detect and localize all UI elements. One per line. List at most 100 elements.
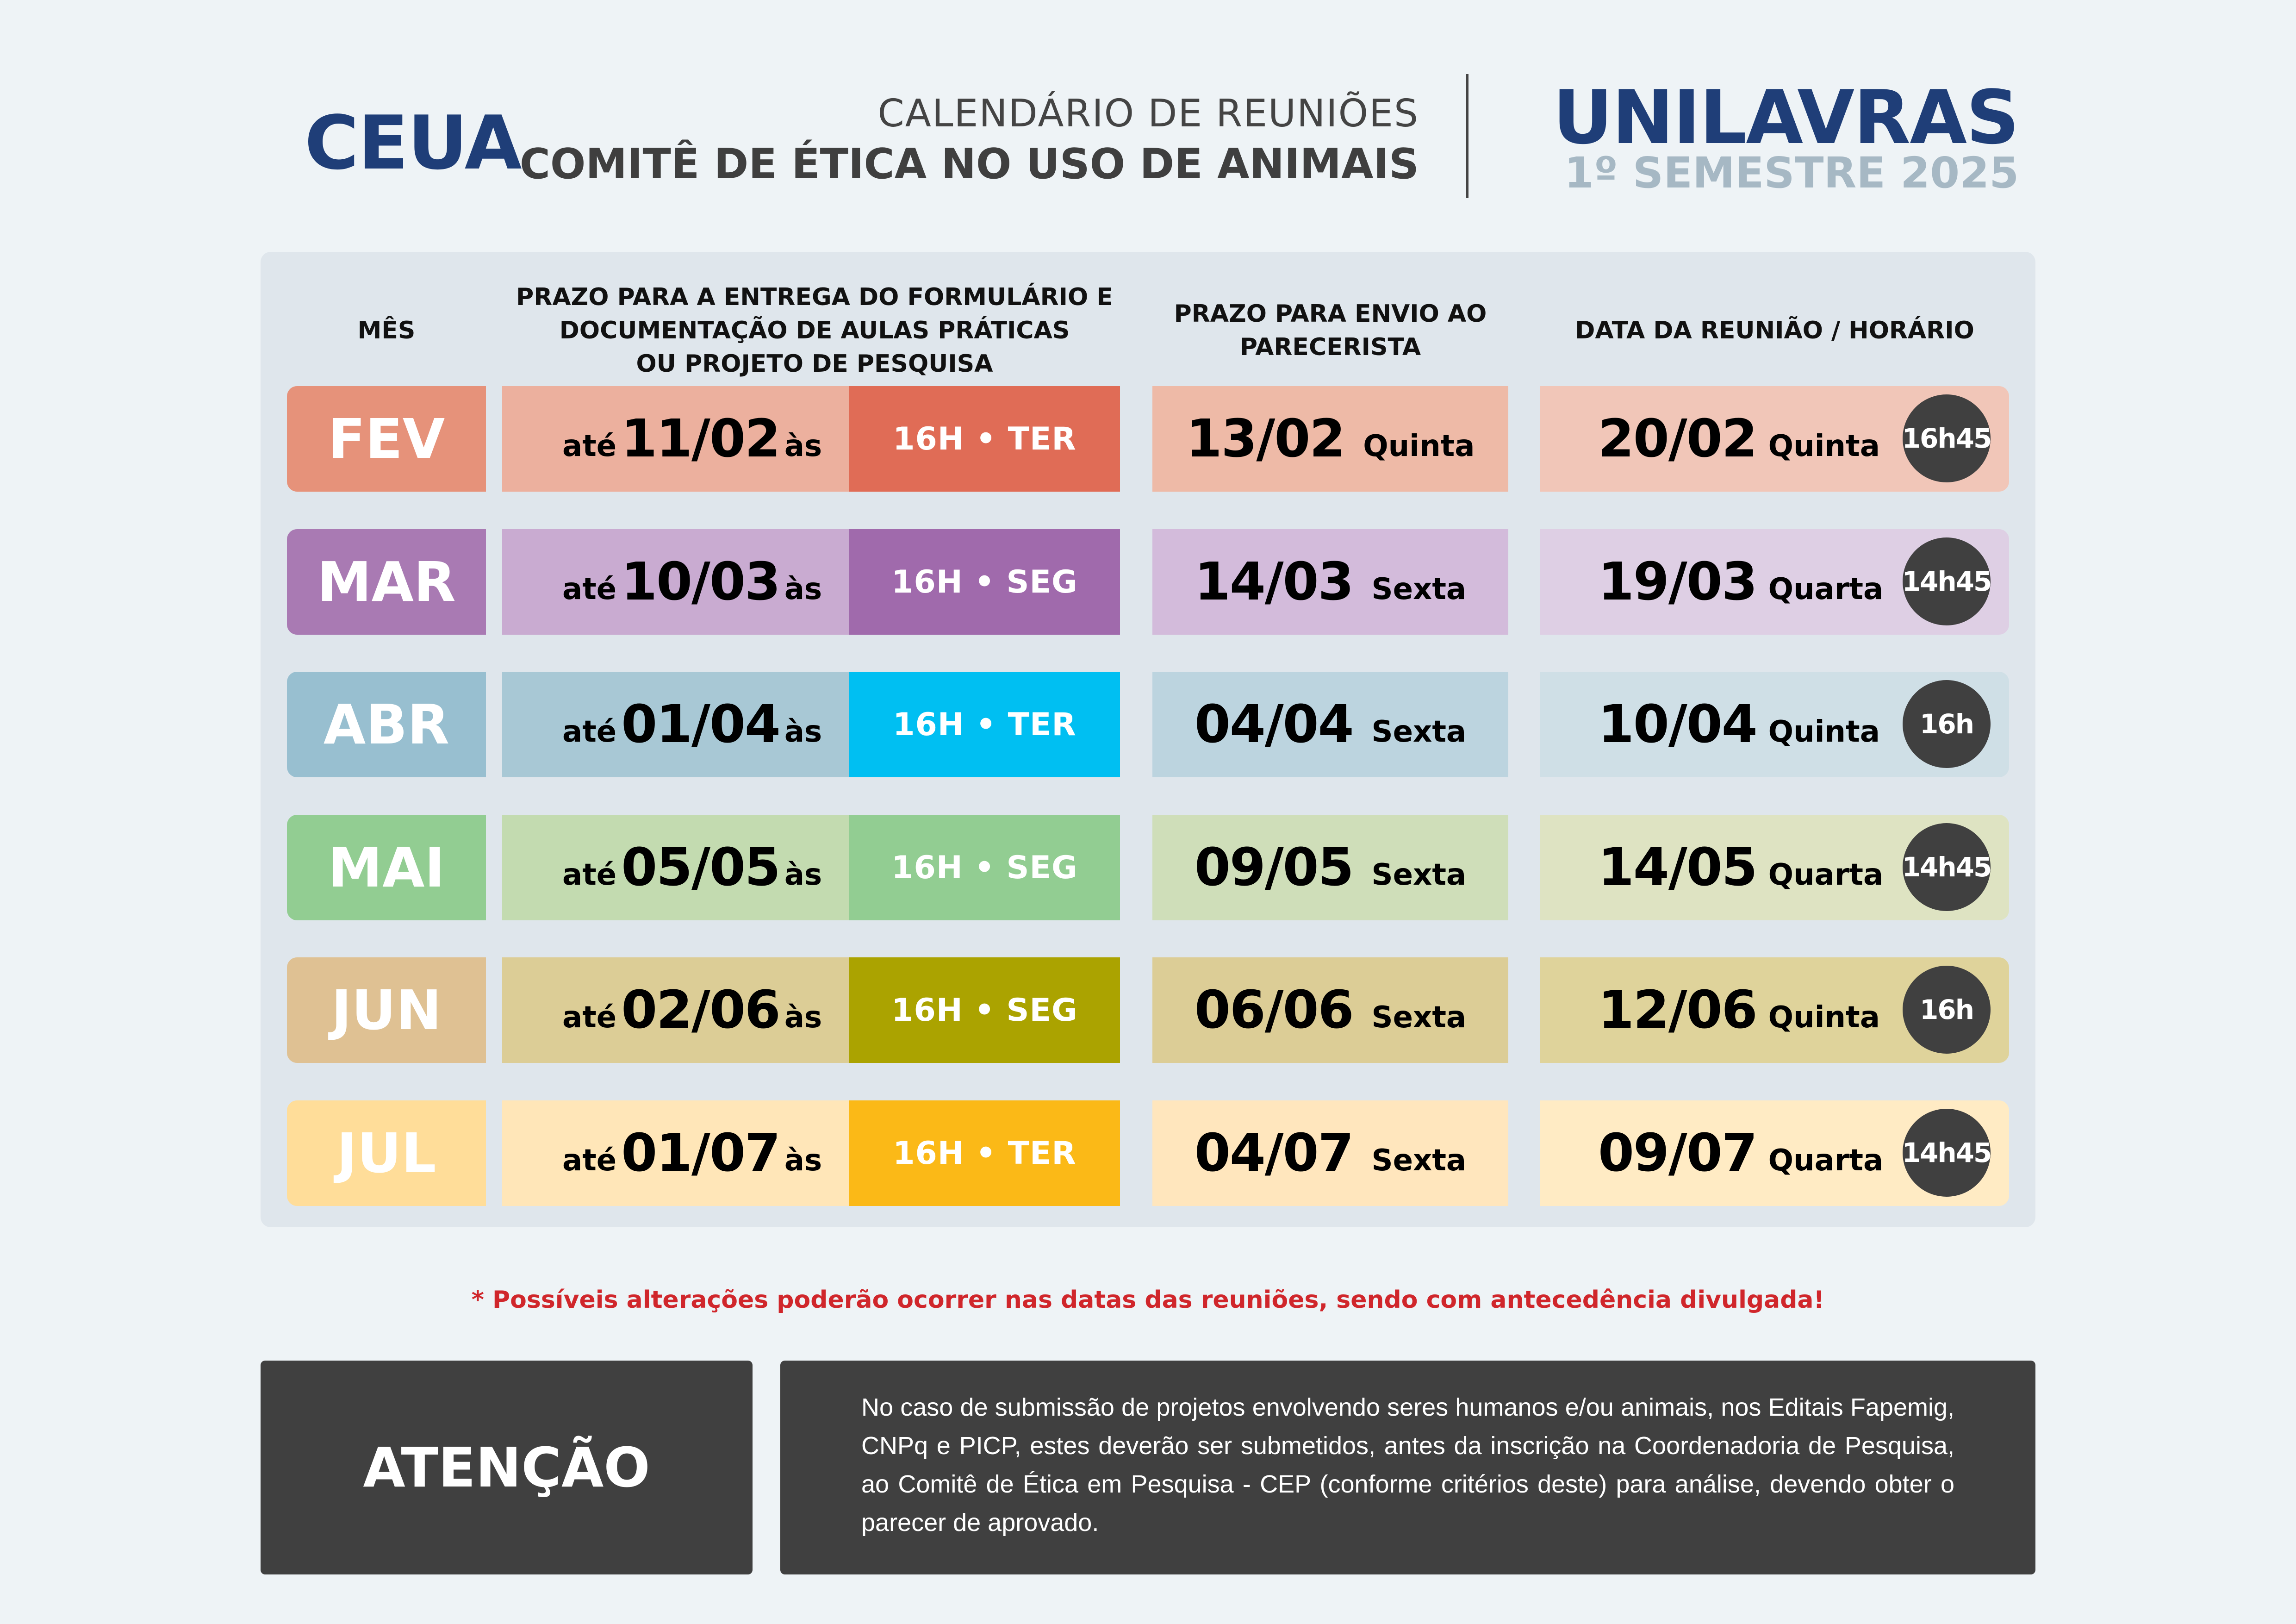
reviewer-deadline-date: 06/06 <box>1194 980 1354 1040</box>
form-deadline-date: 02/06 <box>621 980 781 1040</box>
ceua-logo: CEUA <box>305 100 522 186</box>
change-notice: * Possíveis alterações poderão ocorrer n… <box>471 1286 1825 1314</box>
meeting-time-badge: 14h45 <box>1902 537 1992 625</box>
month-label: JUN <box>331 978 442 1042</box>
unilavras-logo: UNILAVRAS <box>1553 74 2019 161</box>
meeting-time: 14h45 <box>1902 566 1992 597</box>
meeting-date: 14/05 <box>1598 837 1758 898</box>
meeting-day: Quarta <box>1768 1143 1884 1178</box>
reviewer-deadline-date: 04/04 <box>1194 694 1354 755</box>
meeting-date: 19/03 <box>1598 552 1758 612</box>
meeting-date: 20/02 <box>1598 409 1758 469</box>
meeting-time: 14h45 <box>1902 1137 1992 1168</box>
attention-label: ATENÇÃO <box>261 1361 753 1574</box>
form-deadline-date: 01/04 <box>621 694 781 755</box>
reviewer-deadline-date: 14/03 <box>1194 552 1354 612</box>
meeting-day: Quarta <box>1768 572 1884 606</box>
meeting-day: Quinta <box>1768 1000 1880 1035</box>
form-deadline-cell: até 02/06 às <box>502 957 849 1063</box>
reviewer-deadline-cell: 14/03 Sexta <box>1152 529 1508 635</box>
reviewer-deadline-date: 04/07 <box>1194 1123 1354 1183</box>
meeting-time-badge: 14h45 <box>1902 1109 1992 1197</box>
deadline-time-label: 16H • TER <box>893 420 1076 457</box>
column-header-reviewer-deadline: PRAZO PARA ENVIO AO PARECERISTA <box>1152 289 1508 372</box>
reviewer-deadline-cell: 13/02 Quinta <box>1152 386 1508 492</box>
table-row: MAI até 05/05 às 16H • SEG 09/05 Sexta 1… <box>261 815 2035 920</box>
meeting-time-badge: 14h45 <box>1902 823 1992 911</box>
form-deadline-date: 11/02 <box>621 409 781 469</box>
meeting-time-badge: 16h <box>1903 966 1991 1054</box>
form-deadline-date: 01/07 <box>621 1123 781 1183</box>
meeting-time: 16h <box>1919 708 1974 740</box>
attention-text: No caso de submissão de projetos envolve… <box>780 1361 2035 1574</box>
meeting-date: 12/06 <box>1598 980 1758 1040</box>
calendar-subtitle: CALENDÁRIO DE REUNIÕES <box>877 92 1419 136</box>
suffix-label: às <box>784 858 822 892</box>
reviewer-deadline-cell: 09/05 Sexta <box>1152 815 1508 920</box>
meeting-date: 10/04 <box>1598 694 1758 755</box>
meeting-cell: 10/04 Quinta 16h <box>1540 672 2009 777</box>
reviewer-deadline-cell: 06/06 Sexta <box>1152 957 1508 1063</box>
suffix-label: às <box>784 429 822 463</box>
meeting-day: Quinta <box>1768 429 1880 463</box>
column-header-line: PRAZO PARA A ENTREGA DO FORMULÁRIO E <box>516 283 1113 311</box>
meeting-day: Quarta <box>1768 858 1884 892</box>
month-cell: MAR <box>287 529 486 635</box>
form-deadline-cell: até 01/07 às <box>502 1100 849 1206</box>
meeting-time: 14h45 <box>1902 851 1992 883</box>
column-header-form-deadline: PRAZO PARA A ENTREGA DO FORMULÁRIO E DOC… <box>502 275 1127 386</box>
header-divider <box>1466 74 1468 198</box>
reviewer-deadline-day: Sexta <box>1371 1143 1467 1178</box>
form-deadline-cell: até 11/02 às <box>502 386 849 492</box>
prefix-label: até <box>562 715 617 749</box>
meeting-time: 16h45 <box>1902 423 1992 454</box>
form-deadline-date: 10/03 <box>621 552 781 612</box>
column-header-line: PARECERISTA <box>1239 333 1421 361</box>
meeting-time-badge: 16h45 <box>1902 394 1992 482</box>
month-label: JUL <box>336 1121 436 1185</box>
prefix-label: até <box>562 572 617 606</box>
reviewer-deadline-day: Sexta <box>1371 715 1467 749</box>
column-header-meeting: DATA DA REUNIÃO / HORÁRIO <box>1575 317 1974 344</box>
month-cell: JUL <box>287 1100 486 1206</box>
deadline-time-label: 16H • TER <box>893 706 1076 743</box>
month-cell: ABR <box>287 672 486 777</box>
form-deadline-time: 16H • SEG <box>849 815 1120 920</box>
table-row: FEV até 11/02 às 16H • TER 13/02 Quinta … <box>261 386 2035 492</box>
reviewer-deadline-cell: 04/07 Sexta <box>1152 1100 1508 1206</box>
reviewer-deadline-day: Sexta <box>1371 1000 1467 1035</box>
form-deadline-cell: até 01/04 às <box>502 672 849 777</box>
form-deadline-cell: até 10/03 às <box>502 529 849 635</box>
form-deadline-cell: até 05/05 às <box>502 815 849 920</box>
suffix-label: às <box>784 572 822 606</box>
column-header-month: MÊS <box>357 317 416 344</box>
reviewer-deadline-day: Sexta <box>1371 572 1467 606</box>
month-label: FEV <box>328 407 445 471</box>
deadline-time-label: 16H • SEG <box>891 992 1078 1029</box>
meeting-cell: 20/02 Quinta 16h45 <box>1540 386 2009 492</box>
meeting-day: Quinta <box>1768 715 1880 749</box>
column-header-line: OU PROJETO DE PESQUISA <box>636 350 993 378</box>
meeting-cell: 09/07 Quarta 14h45 <box>1540 1100 2009 1206</box>
reviewer-deadline-date: 09/05 <box>1194 837 1354 898</box>
prefix-label: até <box>562 1000 617 1035</box>
table-row: JUN até 02/06 às 16H • SEG 06/06 Sexta 1… <box>261 957 2035 1063</box>
meeting-time-badge: 16h <box>1903 680 1991 768</box>
form-deadline-date: 05/05 <box>621 837 781 898</box>
table-row: ABR até 01/04 às 16H • TER 04/04 Sexta 1… <box>261 672 2035 777</box>
reviewer-deadline-date: 13/02 <box>1186 409 1346 469</box>
form-deadline-time: 16H • SEG <box>849 529 1120 635</box>
column-header-line: DOCUMENTAÇÃO DE AULAS PRÁTICAS <box>559 317 1070 344</box>
deadline-time-label: 16H • SEG <box>891 563 1078 600</box>
reviewer-deadline-cell: 04/04 Sexta <box>1152 672 1508 777</box>
prefix-label: até <box>562 429 617 463</box>
semester-label: 1º SEMESTRE 2025 <box>1564 148 2019 198</box>
prefix-label: até <box>562 1143 617 1178</box>
meeting-time: 16h <box>1919 994 1974 1025</box>
page-title: COMITÊ DE ÉTICA NO USO DE ANIMAIS <box>519 140 1419 188</box>
calendar-table: MÊS PRAZO PARA A ENTREGA DO FORMULÁRIO E… <box>261 252 2035 1227</box>
meeting-cell: 12/06 Quinta 16h <box>1540 957 2009 1063</box>
month-cell: FEV <box>287 386 486 492</box>
deadline-time-label: 16H • SEG <box>891 849 1078 886</box>
reviewer-deadline-day: Sexta <box>1371 858 1467 892</box>
